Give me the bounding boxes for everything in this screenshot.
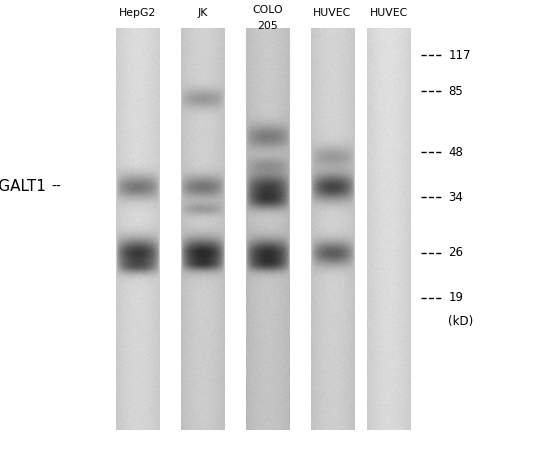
Text: 19: 19 — [448, 292, 463, 304]
Text: --: -- — [51, 179, 61, 194]
Text: 34: 34 — [448, 191, 463, 204]
Text: 205: 205 — [257, 21, 278, 31]
Text: COLO: COLO — [252, 5, 282, 15]
Text: B3GALT1: B3GALT1 — [0, 179, 46, 194]
Text: 26: 26 — [448, 246, 463, 259]
Text: HUVEC: HUVEC — [313, 7, 351, 18]
Text: (kD): (kD) — [448, 316, 474, 328]
Text: JK: JK — [197, 7, 208, 18]
Text: HepG2: HepG2 — [119, 7, 156, 18]
Text: 48: 48 — [448, 146, 463, 159]
Text: 117: 117 — [448, 49, 471, 61]
Text: 85: 85 — [448, 85, 463, 98]
Text: HUVEC: HUVEC — [370, 7, 408, 18]
